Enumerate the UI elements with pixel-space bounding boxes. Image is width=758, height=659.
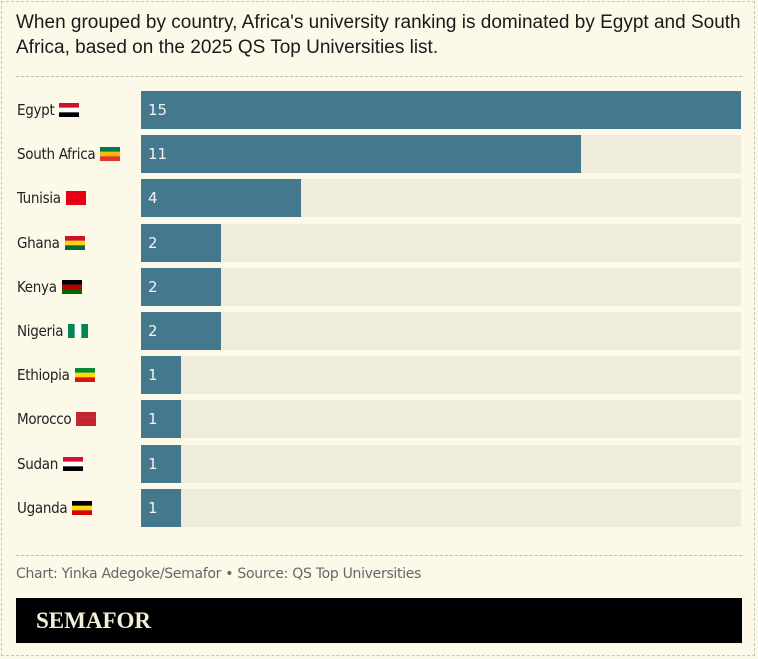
category-label: Egypt: [17, 91, 80, 129]
flag-icon: [64, 235, 85, 250]
bar-row: Ghana 2: [0, 223, 758, 262]
category-label: Ethiopia: [17, 356, 95, 394]
bar-row: Tunisia 4: [0, 179, 758, 218]
bar: [141, 91, 741, 129]
brand-banner: SEMAFOR: [16, 598, 742, 643]
data-label: 1: [148, 454, 158, 473]
semafor-logo: SEMAFOR: [36, 608, 151, 633]
source-note: Chart: Yinka Adegoke/Semafor • Source: Q…: [16, 566, 422, 582]
country-name: Tunisia: [17, 189, 61, 208]
data-label: 2: [148, 322, 158, 340]
bar-row: Morocco 1: [0, 400, 758, 439]
country-name: Egypt: [17, 101, 55, 119]
flag-icon: [100, 147, 121, 162]
flag-icon: [63, 456, 84, 471]
category-label: Kenya: [17, 268, 82, 306]
country-name: Morocco: [17, 410, 72, 429]
data-label: 11: [148, 145, 168, 164]
divider-bottom: [16, 555, 742, 556]
bar-track: 2: [141, 267, 741, 306]
flag-icon: [65, 191, 86, 206]
bar: [141, 400, 181, 439]
bar-track: 1: [141, 488, 741, 527]
category-label: Morocco: [17, 400, 97, 438]
flag-icon: [61, 279, 82, 294]
category-label: Sudan: [17, 445, 84, 483]
bar: [141, 356, 181, 395]
category-label: Ghana: [17, 224, 85, 262]
flag-icon: [59, 103, 80, 117]
flag-icon: [68, 324, 89, 338]
bar-track: 15: [141, 91, 741, 129]
data-label: 2: [148, 233, 158, 252]
flag-icon: [72, 500, 93, 515]
bar-row: Kenya 2: [0, 267, 758, 306]
bar: [141, 135, 581, 174]
bar-row: South Africa 11: [0, 135, 758, 174]
bar-row: Sudan 1: [0, 444, 758, 483]
bar: [141, 223, 221, 262]
country-name: Uganda: [17, 498, 68, 517]
chart-title: When grouped by country, Africa's univer…: [16, 12, 741, 58]
country-name: Ghana: [17, 233, 60, 252]
bar: [141, 179, 301, 218]
bar-row: Ethiopia 1: [0, 356, 758, 395]
flag-icon: [76, 412, 97, 427]
country-name: Sudan: [17, 454, 59, 473]
category-label: Uganda: [17, 489, 93, 527]
data-label: 1: [148, 410, 158, 429]
bar-track: 4: [141, 179, 741, 218]
country-name: Nigeria: [17, 322, 64, 340]
bar: [141, 488, 181, 527]
bar: [141, 312, 221, 350]
category-label: South Africa: [17, 135, 121, 173]
bar-track: 2: [141, 223, 741, 262]
category-label: Nigeria: [17, 312, 89, 350]
bar-row: Egypt 15: [0, 91, 758, 129]
data-label: 1: [148, 498, 158, 517]
country-name: Ethiopia: [17, 366, 70, 385]
category-label: Tunisia: [17, 179, 86, 217]
bar-track: 11: [141, 135, 741, 174]
divider-top: [16, 76, 742, 77]
data-label: 15: [148, 101, 168, 119]
bar-track: 2: [141, 312, 741, 350]
bar-row: Uganda 1: [0, 488, 758, 527]
bar-track: 1: [141, 444, 741, 483]
bar-track: 1: [141, 400, 741, 439]
country-name: Kenya: [17, 277, 57, 296]
country-name: South Africa: [17, 145, 96, 164]
bar: [141, 267, 221, 306]
flag-icon: [74, 368, 95, 383]
data-label: 2: [148, 277, 158, 296]
bar: [141, 444, 181, 483]
bar-track: 1: [141, 356, 741, 395]
data-label: 4: [148, 189, 158, 208]
bar-row: Nigeria 2: [0, 312, 758, 350]
data-label: 1: [148, 366, 158, 385]
